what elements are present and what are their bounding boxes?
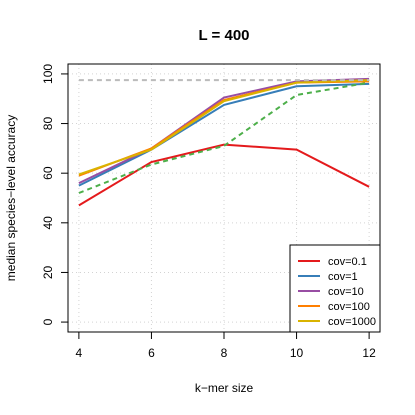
legend-box [289, 244, 381, 333]
legend: cov=0.1 cov=1 cov=10 cov=100 cov=1000 [289, 244, 381, 333]
series-line-0 [78, 143, 370, 207]
x-tick-label: 4 [76, 346, 83, 360]
legend-label: cov=10 [328, 286, 364, 298]
series-line-4 [78, 79, 370, 176]
chart-title: L = 400 [198, 27, 249, 44]
x-tick-label: 8 [221, 346, 228, 360]
x-tick-label: 6 [148, 346, 155, 360]
axes: 4 6 8 10 12 0 20 40 60 80 100 [41, 64, 376, 360]
x-axis-label: k−mer size [195, 381, 254, 395]
y-tick-label: 20 [41, 265, 55, 279]
y-tick-label: 80 [41, 117, 55, 131]
y-tick-label: 40 [41, 216, 55, 230]
legend-label: cov=100 [328, 301, 370, 313]
y-axis-label: median species−level accuracy [4, 115, 18, 281]
legend-label: cov=1000 [328, 316, 376, 328]
y-tick-label: 100 [41, 64, 55, 84]
x-tick-label: 12 [362, 346, 376, 360]
series-lines [78, 77, 370, 207]
series-line-1 [78, 82, 370, 187]
series-line-2 [78, 77, 370, 185]
grid [68, 64, 380, 332]
legend-label: cov=0.1 [328, 256, 367, 268]
x-tick-label: 10 [290, 346, 304, 360]
y-tick-label: 60 [41, 166, 55, 180]
y-tick-label: 0 [41, 318, 55, 325]
legend-label: cov=1 [328, 271, 358, 283]
